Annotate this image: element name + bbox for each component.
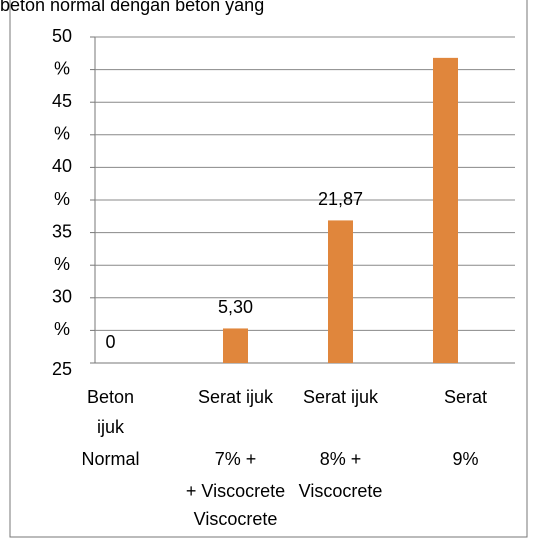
- y-tick-label: %: [54, 319, 70, 339]
- y-tick-label: %: [54, 124, 70, 144]
- y-tick-label: 35: [52, 221, 72, 241]
- x-tick-label: + Viscocrete: [186, 481, 285, 501]
- x-tick-label: Serat ijuk: [303, 387, 379, 407]
- chart-title: beton normal dengan beton yang: [0, 0, 264, 15]
- x-tick-label: Viscocrete: [194, 509, 278, 529]
- y-tick-label: %: [54, 58, 70, 78]
- x-tick-label: 7% +: [215, 449, 257, 469]
- x-tick-label: ijuk: [97, 417, 125, 437]
- y-tick-label: 50: [52, 26, 72, 46]
- x-tick-label: Serat: [444, 387, 487, 407]
- y-tick-label: 30: [52, 287, 72, 307]
- x-tick-label: Beton: [87, 387, 134, 407]
- bar: [223, 328, 248, 363]
- bar: [328, 220, 353, 363]
- y-tick-label: 40: [52, 156, 72, 176]
- data-label: 0: [105, 332, 115, 352]
- frame: [9, 0, 528, 538]
- x-tick-label: 8% +: [320, 449, 362, 469]
- data-label: 5,30: [218, 297, 253, 317]
- x-tick-label: Serat ijuk: [198, 387, 274, 407]
- x-tick-label: Normal: [81, 449, 139, 469]
- y-tick-label: %: [54, 189, 70, 209]
- y-tick-label: %: [54, 254, 70, 274]
- x-tick-label: Viscocrete: [299, 481, 383, 501]
- x-tick-label: 9%: [452, 449, 478, 469]
- data-label: 21,87: [318, 189, 363, 209]
- y-tick-label: 45: [52, 91, 72, 111]
- y-tick-label: 25: [52, 359, 72, 379]
- bar: [433, 57, 458, 363]
